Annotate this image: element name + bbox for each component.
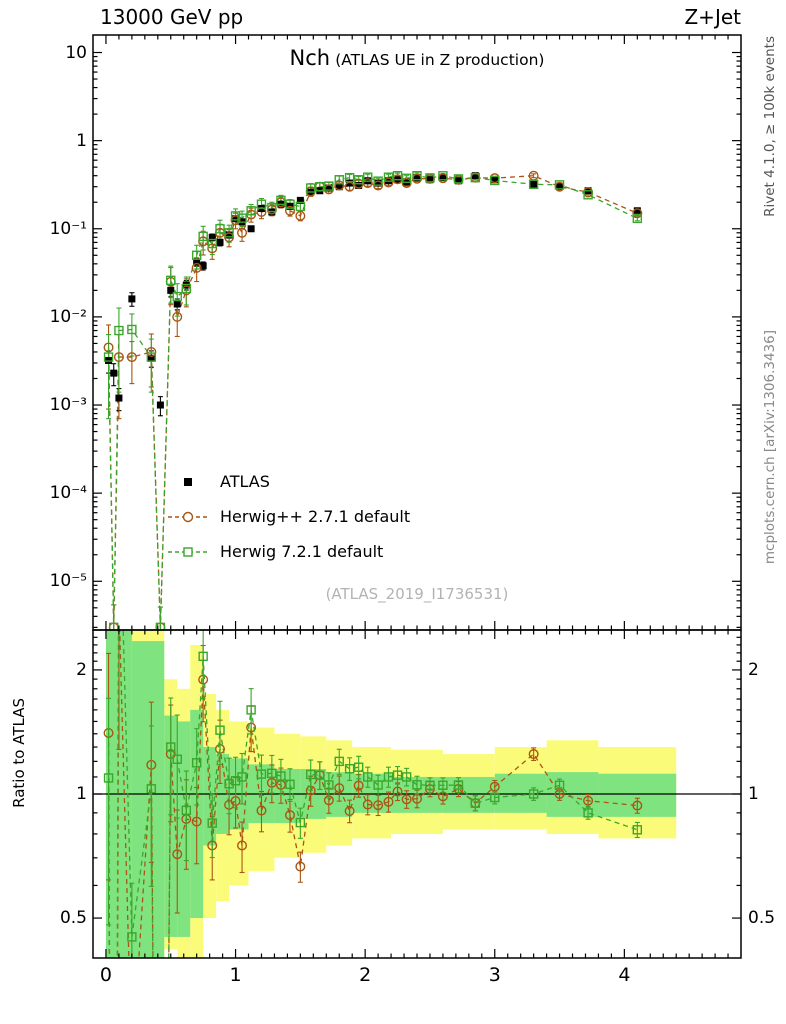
tick-label: 1 <box>76 784 87 804</box>
herwig7-marker-icon <box>168 546 208 557</box>
tick-label: 2 <box>76 659 87 680</box>
legend-item-herwig7: Herwig 7.2.1 default <box>166 534 410 569</box>
herwigpp-marker-icon <box>168 511 208 522</box>
process-label: Z+Jet <box>684 5 741 29</box>
tick-label: 0.5 <box>748 908 776 929</box>
legend-item-herwigpp: Herwig++ 2.7.1 default <box>166 499 410 534</box>
tick-label: 4 <box>618 964 631 986</box>
rivet-version-note: Rivet 4.1.0, ≥ 100k events <box>762 36 778 217</box>
legend-label-herwig7: Herwig 7.2.1 default <box>220 542 384 561</box>
tick-label: 10 <box>65 42 87 63</box>
tick-label: 10⁻⁵ <box>49 571 87 592</box>
legend: ATLAS Herwig++ 2.7.1 default Herwig 7.2.… <box>166 464 410 569</box>
tick-label: 1 <box>229 964 242 986</box>
tick-label: 1 <box>748 784 759 804</box>
legend-item-atlas: ATLAS <box>166 464 410 499</box>
legend-label-atlas: ATLAS <box>220 472 270 491</box>
tick-label: 10⁻¹ <box>49 218 87 239</box>
legend-label-herwigpp: Herwig++ 2.7.1 default <box>220 507 411 526</box>
tick-label: 10⁻⁴ <box>49 483 87 504</box>
observable-name: Nch <box>289 46 331 70</box>
mcplots-arxiv-note: mcplots.cern.ch [arXiv:1306.3436] <box>762 330 778 565</box>
tick-label: 3 <box>488 964 501 986</box>
tick-label: 1 <box>76 130 87 151</box>
tick-label: 2 <box>359 964 372 986</box>
plot-title: Nch (ATLAS UE in Z production) <box>93 46 741 70</box>
tick-label: 10⁻³ <box>49 395 87 416</box>
tick-label: 2 <box>748 659 759 680</box>
tick-label: 0 <box>99 964 112 986</box>
ratio-axis-label: Ratio to ATLAS <box>10 698 28 808</box>
tick-label: 0.5 <box>59 908 87 929</box>
atlas-marker-icon <box>184 477 192 486</box>
analysis-subtitle: (ATLAS UE in Z production) <box>335 51 545 69</box>
beam-energy-label: 13000 GeV pp <box>100 5 244 29</box>
tick-label: 10⁻² <box>49 306 87 327</box>
analysis-id-watermark: (ATLAS_2019_I1736531) <box>325 585 509 603</box>
